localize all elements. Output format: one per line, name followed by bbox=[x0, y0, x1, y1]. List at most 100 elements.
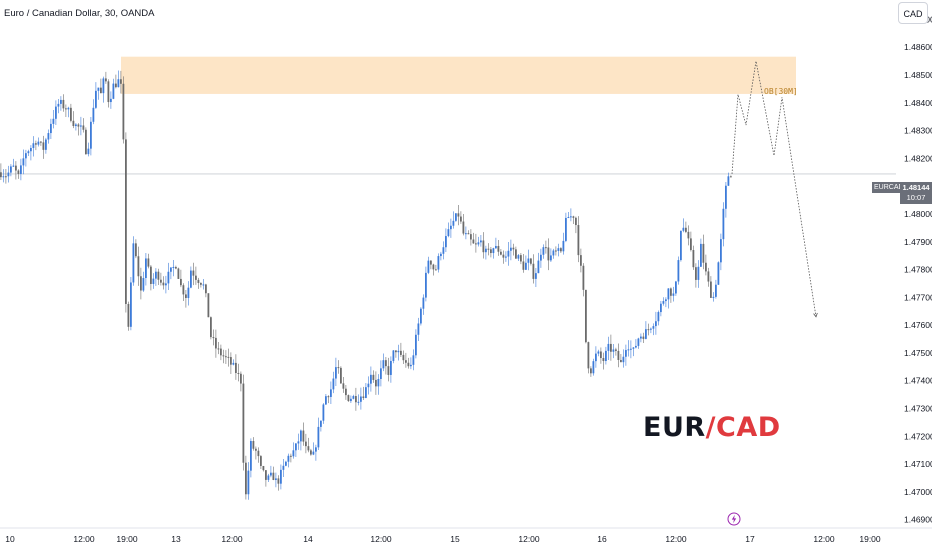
candle-body bbox=[87, 148, 90, 155]
time-tick-label: 10 bbox=[5, 534, 15, 544]
candle-body bbox=[482, 240, 485, 253]
candle-body bbox=[300, 430, 302, 442]
candle-body bbox=[305, 441, 307, 447]
candle-body bbox=[152, 278, 155, 284]
candle-body bbox=[112, 83, 115, 99]
currency-button[interactable]: CAD bbox=[898, 2, 928, 24]
candle-body bbox=[395, 350, 397, 353]
candle-body bbox=[275, 478, 277, 480]
candle-body bbox=[412, 355, 415, 365]
candle-body bbox=[455, 213, 457, 221]
candle-body bbox=[672, 293, 675, 296]
candle-body bbox=[405, 360, 407, 363]
price-tick-label: 1.48600 bbox=[904, 42, 932, 52]
candle-body bbox=[15, 165, 17, 171]
candle-body bbox=[117, 79, 120, 88]
candle-body bbox=[517, 255, 520, 259]
candle-body bbox=[357, 401, 360, 403]
last-price-value: 1.48144 bbox=[902, 183, 930, 192]
price-tick-label: 1.48200 bbox=[904, 153, 932, 163]
candle-body bbox=[17, 170, 20, 174]
candle-body bbox=[177, 268, 180, 279]
candle-body bbox=[297, 441, 300, 444]
candle-body bbox=[330, 389, 332, 397]
candle-body bbox=[60, 99, 62, 104]
candle-body bbox=[202, 284, 205, 286]
candle-body bbox=[540, 254, 542, 261]
candle-body bbox=[57, 103, 60, 107]
candle-body bbox=[435, 269, 437, 271]
candle-body bbox=[197, 279, 200, 283]
order-block-zone bbox=[121, 56, 796, 94]
candle-body bbox=[37, 141, 40, 145]
candle-body bbox=[327, 396, 330, 398]
candle-body bbox=[537, 260, 540, 274]
candle-body bbox=[135, 243, 137, 257]
price-tick-label: 1.47500 bbox=[904, 348, 932, 358]
candle-body bbox=[705, 262, 707, 272]
candle-body bbox=[100, 87, 102, 94]
candle-body bbox=[115, 83, 117, 88]
pair-label: EUR/CAD bbox=[643, 412, 781, 443]
time-tick-label: 19:00 bbox=[116, 534, 138, 544]
candle-body bbox=[340, 367, 342, 384]
candle-body bbox=[575, 217, 577, 226]
time-axis[interactable]: 10 12:00 19:00 13 12:00 14 12:00 15 12:00 16 12:00… bbox=[0, 527, 932, 544]
candle-body bbox=[160, 279, 162, 283]
candle-body bbox=[145, 258, 147, 279]
candle-body bbox=[710, 281, 712, 298]
price-tick-label: 1.47300 bbox=[904, 404, 932, 414]
candle-body bbox=[317, 426, 320, 448]
last-price-tag: 1.48144 10:07 bbox=[900, 182, 932, 204]
price-tick-label: 1.47600 bbox=[904, 320, 932, 330]
candle-body bbox=[292, 450, 295, 457]
candle-body bbox=[440, 253, 442, 257]
candle-body bbox=[545, 247, 547, 249]
candle-body bbox=[547, 247, 550, 261]
candle-body bbox=[505, 256, 507, 258]
lightning-icon[interactable] bbox=[727, 512, 741, 526]
candle-body bbox=[542, 247, 545, 255]
candle-body bbox=[0, 172, 2, 178]
candle-body bbox=[697, 266, 700, 280]
price-axis[interactable]: 1.487001.486001.485001.484001.483001.482… bbox=[904, 14, 932, 524]
candle-body bbox=[185, 294, 187, 298]
candle-body bbox=[77, 124, 80, 127]
candle-body bbox=[162, 282, 165, 286]
candle-body bbox=[172, 266, 175, 268]
bar-countdown: 10:07 bbox=[906, 193, 926, 202]
candle-body bbox=[450, 225, 452, 230]
candle-body bbox=[512, 247, 515, 250]
candle-body bbox=[27, 151, 30, 154]
candle-body bbox=[442, 247, 445, 254]
candles bbox=[0, 70, 732, 500]
candle-body bbox=[130, 282, 132, 327]
candle-body bbox=[422, 297, 425, 309]
candle-body bbox=[525, 262, 527, 270]
candle-body bbox=[267, 475, 270, 480]
candle-body bbox=[522, 261, 525, 270]
candle-body bbox=[470, 234, 472, 240]
candle-body bbox=[580, 255, 582, 266]
candle-body bbox=[285, 461, 287, 466]
candle-body bbox=[65, 108, 67, 110]
candle-body bbox=[402, 354, 405, 361]
candle-body bbox=[122, 83, 125, 140]
candle-body bbox=[722, 208, 725, 240]
candle-body bbox=[262, 465, 265, 471]
candle-body bbox=[367, 383, 370, 388]
symbol-title: Euro / Canadian Dollar, 30, OANDA bbox=[4, 8, 155, 19]
candle-body bbox=[35, 143, 37, 145]
candle-body bbox=[217, 348, 220, 350]
price-tick-label: 1.47200 bbox=[904, 431, 932, 441]
candle-body bbox=[42, 142, 45, 150]
price-tick-label: 1.48400 bbox=[904, 98, 932, 108]
price-tick-label: 1.47000 bbox=[904, 487, 932, 497]
candle-body bbox=[432, 264, 435, 270]
candle-body bbox=[607, 343, 610, 351]
candle-body bbox=[555, 250, 557, 252]
candle-body bbox=[325, 396, 327, 405]
candle-body bbox=[445, 236, 447, 248]
candle-body bbox=[677, 260, 680, 282]
